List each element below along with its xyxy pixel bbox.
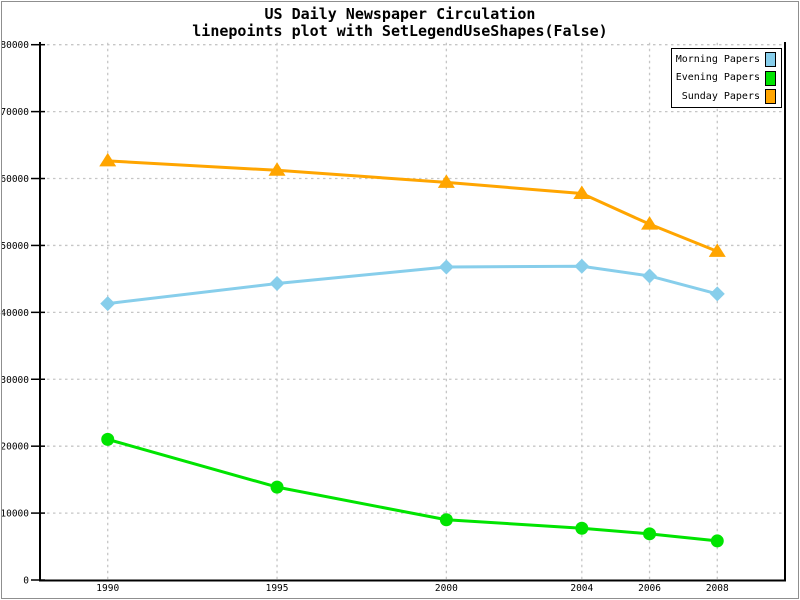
legend: Morning Papers Evening Papers Sunday Pap… xyxy=(671,48,782,108)
diamond-marker-morning-papers xyxy=(100,296,116,312)
triangle-marker-sunday-papers xyxy=(641,216,659,230)
series-line-sunday-papers xyxy=(107,159,718,253)
circle-marker-evening-papers xyxy=(643,527,657,541)
y-tick-label: 40000 xyxy=(0,308,29,319)
series-line-morning-papers xyxy=(107,264,718,306)
y-tick-label: 50000 xyxy=(0,241,29,252)
legend-item: Sunday Papers xyxy=(672,89,781,105)
y-tick-label: 20000 xyxy=(0,442,29,453)
legend-label: Sunday Papers xyxy=(681,90,760,102)
legend-swatch-evening xyxy=(765,70,776,86)
y-tick-label: 60000 xyxy=(0,174,29,185)
x-tick-label: 1995 xyxy=(266,583,289,594)
x-tick-label: 2006 xyxy=(638,583,661,594)
chart-title: US Daily Newspaper Circulation xyxy=(264,5,536,23)
legend-swatch-sunday xyxy=(765,89,776,104)
diamond-marker-morning-papers xyxy=(269,276,285,292)
x-tick-label: 2000 xyxy=(435,583,458,594)
circle-marker-evening-papers xyxy=(439,513,453,527)
y-tick-label: 70000 xyxy=(0,107,29,118)
legend-swatch-morning xyxy=(765,52,776,67)
diamond-marker-morning-papers xyxy=(709,286,725,302)
triangle-marker-sunday-papers xyxy=(437,174,455,188)
circle-marker-evening-papers xyxy=(575,521,589,535)
circle-marker-evening-papers xyxy=(270,480,284,494)
y-tick-label: 0 xyxy=(23,576,29,587)
chart-titles: US Daily Newspaper Circulation linepoint… xyxy=(0,6,800,40)
legend-label: Evening Papers xyxy=(675,72,760,83)
x-tick-label: 1990 xyxy=(96,583,119,594)
legend-item: Evening Papers xyxy=(672,70,781,86)
legend-item: Morning Papers xyxy=(672,52,781,68)
triangle-marker-sunday-papers xyxy=(573,185,591,200)
diamond-marker-morning-papers xyxy=(438,259,454,275)
y-tick-label: 30000 xyxy=(0,375,29,386)
diamond-marker-morning-papers xyxy=(642,268,658,284)
triangle-marker-sunday-papers xyxy=(268,162,286,176)
y-tick-label: 10000 xyxy=(0,509,29,520)
y-tick-label: 80000 xyxy=(0,40,29,51)
circle-marker-evening-papers xyxy=(101,432,115,446)
triangle-marker-sunday-papers xyxy=(99,152,117,167)
chart-subtitle: linepoints plot with SetLegendUseShapes(… xyxy=(192,22,608,40)
x-tick-label: 2004 xyxy=(570,583,593,594)
diamond-marker-morning-papers xyxy=(574,258,590,274)
series-line-evening-papers xyxy=(107,437,718,543)
triangle-marker-sunday-papers xyxy=(708,243,726,257)
legend-label: Morning Papers xyxy=(675,53,760,65)
x-tick-label: 2008 xyxy=(706,583,729,594)
circle-marker-evening-papers xyxy=(710,534,724,548)
